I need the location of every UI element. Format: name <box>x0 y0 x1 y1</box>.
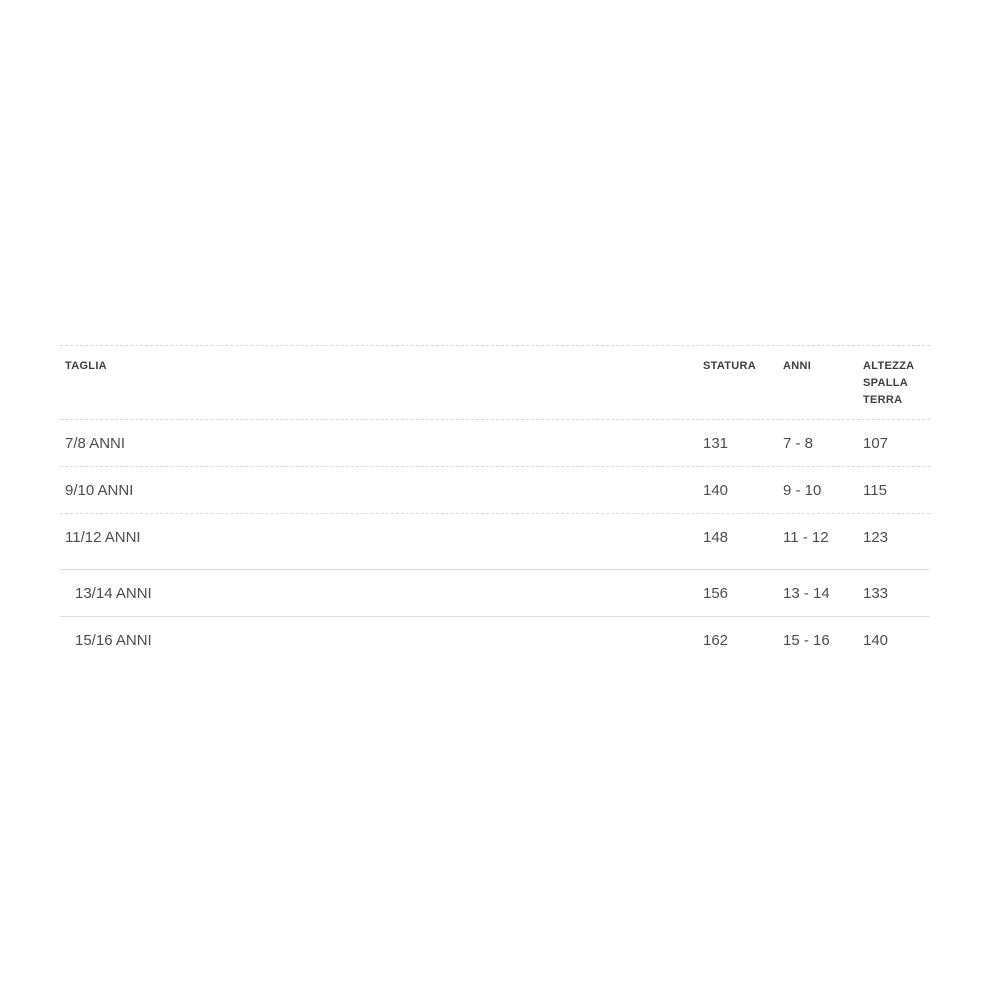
table-row: 9/10 ANNI 140 9 - 10 115 <box>60 467 930 514</box>
table-row: 11/12 ANNI 148 11 - 12 123 <box>60 514 930 561</box>
cell-statura: 140 <box>703 481 729 499</box>
cell-taglia: 7/8 ANNI <box>65 434 126 452</box>
cell-anni: 15 - 16 <box>783 631 830 649</box>
cell-taglia: 15/16 ANNI <box>75 631 152 649</box>
cell-altezza-spalla-terra: 123 <box>863 529 889 546</box>
cell-taglia: 9/10 ANNI <box>65 481 134 499</box>
cell-statura: 148 <box>703 529 729 546</box>
table-row: 7/8 ANNI 131 7 - 8 107 <box>60 420 930 467</box>
cell-altezza-spalla-terra: 140 <box>863 631 889 649</box>
size-guide-table: TAGLIA STATURA ANNI ALTEZZA SPALLA TERRA… <box>60 345 930 663</box>
cell-altezza-spalla-terra: 133 <box>863 584 889 602</box>
column-header-altezza-spalla-terra: ALTEZZA SPALLA TERRA <box>863 360 914 406</box>
cell-statura: 162 <box>703 631 729 649</box>
cell-statura: 156 <box>703 584 729 602</box>
cell-anni: 13 - 14 <box>783 584 830 602</box>
section-gap <box>60 561 930 569</box>
cell-anni: 9 - 10 <box>783 481 822 499</box>
column-header-statura: STATURA <box>703 360 757 372</box>
cell-taglia: 13/14 ANNI <box>75 584 152 602</box>
column-header-taglia: TAGLIA <box>65 360 107 372</box>
cell-taglia: 11/12 ANNI <box>65 529 141 546</box>
table-row: 13/14 ANNI 156 13 - 14 133 <box>60 569 930 616</box>
cell-altezza-spalla-terra: 115 <box>863 481 887 499</box>
cell-anni: 7 - 8 <box>783 434 814 452</box>
cell-anni: 11 - 12 <box>783 529 829 546</box>
table-row: 15/16 ANNI 162 15 - 16 140 <box>60 616 930 663</box>
table-header-row: TAGLIA STATURA ANNI ALTEZZA SPALLA TERRA <box>60 345 930 420</box>
column-header-anni: ANNI <box>783 360 812 372</box>
cell-altezza-spalla-terra: 107 <box>863 434 889 452</box>
cell-statura: 131 <box>703 434 729 452</box>
